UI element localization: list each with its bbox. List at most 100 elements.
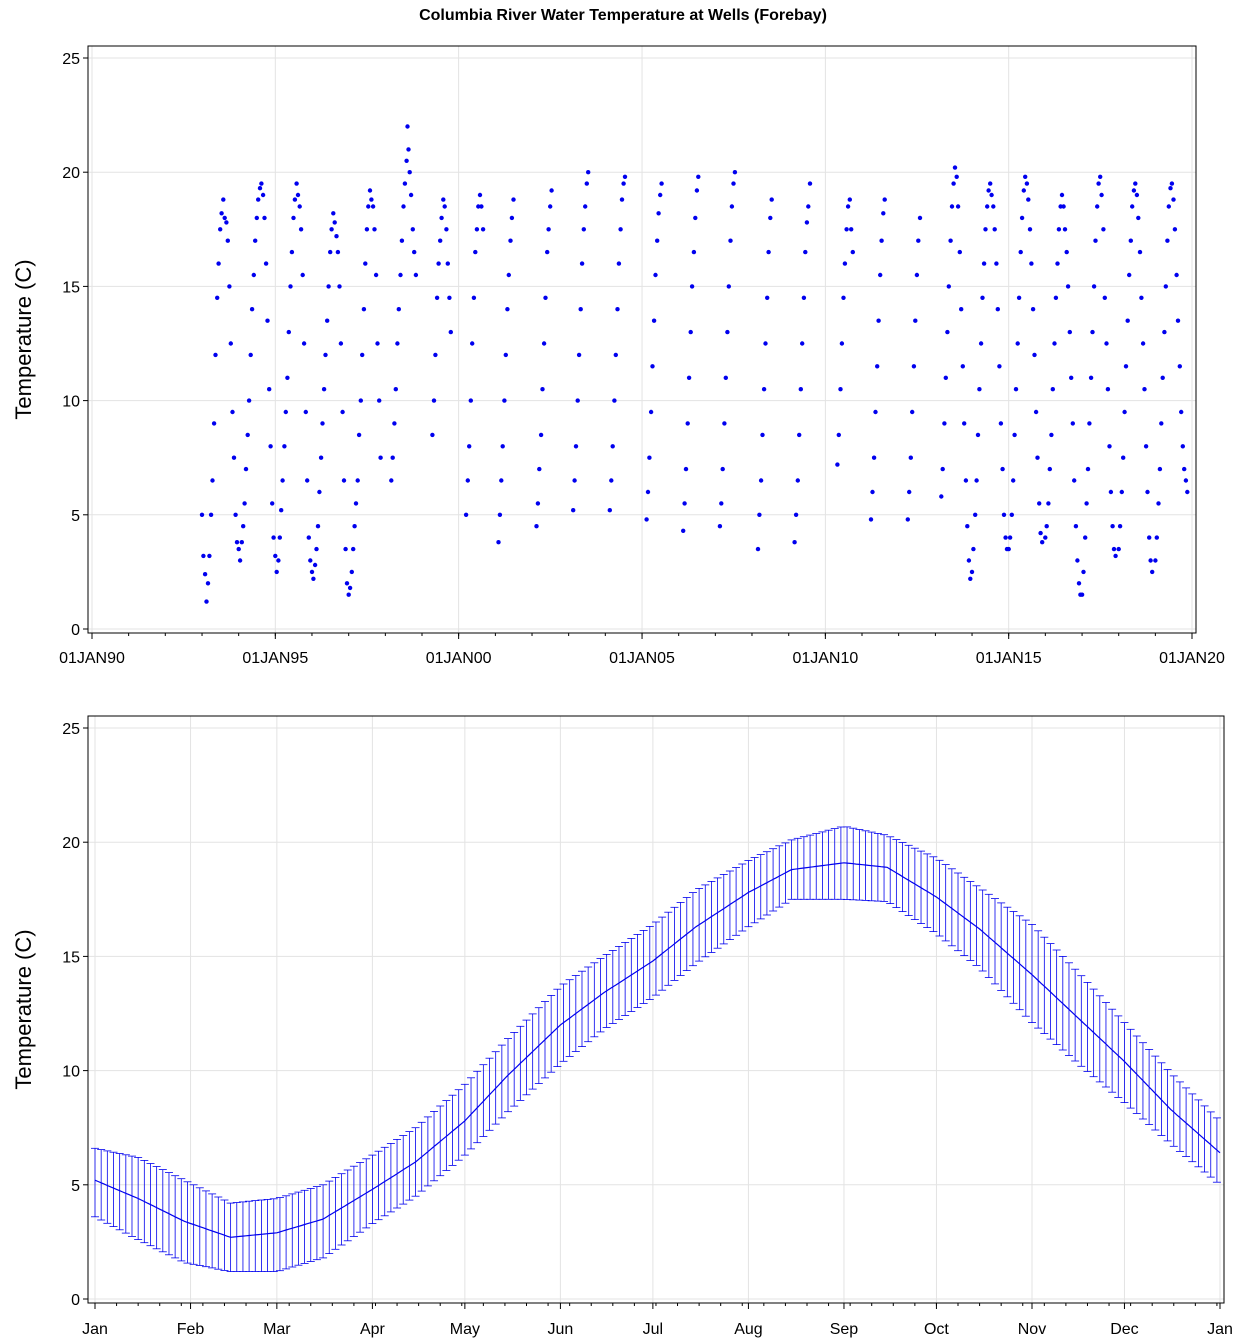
data-point [1012,432,1017,438]
data-point [656,211,661,216]
data-point [1156,501,1161,506]
data-point [549,188,554,193]
data-point [758,478,764,483]
data-point [1061,204,1066,209]
data-point [476,204,481,209]
bottom-mean-line-group [94,862,1221,1238]
data-point [971,546,976,552]
data-point [370,204,376,209]
data-point [233,512,238,517]
data-point [1075,558,1080,563]
data-point [406,147,411,152]
data-point [390,455,395,460]
data-point [207,553,212,559]
data-point [270,501,275,506]
data-point [441,197,446,202]
data-point [1035,455,1040,460]
bottom-axes: 0 5 10 15 20 25 Jan Feb Mar Apr May Jun Jul Aug Sep Oct… [62,715,1233,1338]
data-point [1162,329,1167,335]
data-point [298,227,304,232]
data-point [1040,540,1045,545]
data-point [1072,478,1077,483]
data-point [615,307,620,312]
data-point [803,249,808,255]
data-point [968,576,973,581]
data-point [301,341,307,346]
data-point [1168,186,1173,191]
data-point [1050,387,1056,392]
bottom-x-tick-label: Feb [177,1321,205,1338]
data-point [1116,546,1121,552]
data-point [320,421,325,426]
data-point [213,352,218,358]
data-point [645,489,651,495]
data-point [546,227,551,232]
data-point [509,215,515,221]
data-point [282,444,287,449]
data-point [438,238,443,243]
data-point [216,261,221,266]
data-point [962,421,967,426]
data-point [1059,192,1065,198]
data-point [985,204,990,209]
data-point [237,558,243,563]
data-point [792,540,797,545]
data-point [1006,546,1011,552]
data-point [876,318,881,323]
data-point [755,546,761,552]
data-point [686,375,692,380]
data-point [1142,387,1147,392]
bottom-y-tick-label: 25 [62,721,80,738]
data-point [845,204,851,209]
data-point [285,375,290,380]
data-point [1113,553,1118,559]
data-point [647,455,652,460]
data-point [433,352,438,358]
data-point [323,352,328,358]
data-point [341,478,347,483]
data-point [317,489,322,495]
data-point [1147,535,1152,540]
data-point [259,181,264,186]
data-point [766,249,771,255]
bottom-x-tick-label: Nov [1018,1321,1046,1338]
data-point [658,192,663,198]
data-point [994,261,999,266]
data-point [243,466,249,472]
data-point [305,478,310,483]
data-point [253,238,258,243]
data-point [1079,592,1085,597]
data-point [875,364,880,369]
data-point [609,478,614,483]
data-point [1143,444,1149,449]
data-point [257,186,263,191]
data-point [230,409,235,415]
data-point [1018,249,1023,255]
data-point [338,341,344,346]
data-point [1136,215,1141,221]
data-point [965,524,970,529]
data-point [1085,466,1091,472]
data-point [344,581,350,586]
data-point [1007,535,1013,540]
bottom-error-bars [91,826,1221,1272]
data-point [334,234,339,239]
data-point [328,249,333,255]
data-point [300,272,305,278]
data-point [367,188,373,193]
data-point [294,181,299,186]
data-point [332,220,337,225]
data-point [1108,489,1114,495]
data-point [335,249,341,255]
data-point [1137,249,1143,255]
data-point [651,318,657,323]
data-point [277,535,282,540]
data-point [576,352,582,358]
data-point [1021,188,1026,193]
data-point [499,478,504,483]
top-gridlines [88,46,1196,633]
data-point [1037,501,1042,506]
bottom-plot-frame [87,715,1225,1304]
top-y-tick-label: 5 [71,508,80,525]
